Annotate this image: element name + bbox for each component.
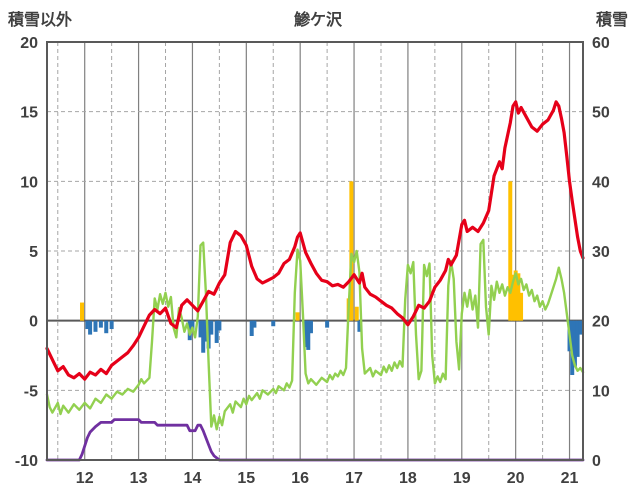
x-tick: 16 [291,470,309,487]
y-right-tick: 10 [592,383,610,400]
y-left-tick: 10 [20,174,38,191]
blue-bars [85,320,583,376]
red-line [45,100,585,381]
x-tick: 20 [507,470,525,487]
y-left-tick: -10 [15,453,38,470]
y-left-tick: 0 [29,314,38,331]
x-tick: 14 [184,470,202,487]
y-right-tick: 50 [592,105,610,122]
y-right-tick: 30 [592,244,610,261]
green-line [45,238,585,431]
chart-title: 鯵ケ沢 [293,12,343,29]
y-right-tick: 0 [592,453,601,470]
purple-line [45,418,585,462]
y-right-tick: 60 [592,35,610,52]
x-tick: 12 [76,470,94,487]
left-axis-title: 積雪以外 [8,12,73,29]
x-tick: 13 [130,470,148,487]
y-left-tick: -5 [24,383,38,400]
y-left-tick: 15 [20,105,38,122]
x-tick: 21 [561,470,579,487]
y-left-tick: 5 [29,244,38,261]
x-tick: 17 [345,470,363,487]
x-tick: 18 [399,470,417,487]
y-right-tick: 40 [592,174,610,191]
x-tick: 15 [237,470,255,487]
x-tick: 19 [453,470,471,487]
right-axis-title: 積雪 [595,12,628,29]
y-left-tick: 20 [20,35,38,52]
y-right-tick: 20 [592,314,610,331]
